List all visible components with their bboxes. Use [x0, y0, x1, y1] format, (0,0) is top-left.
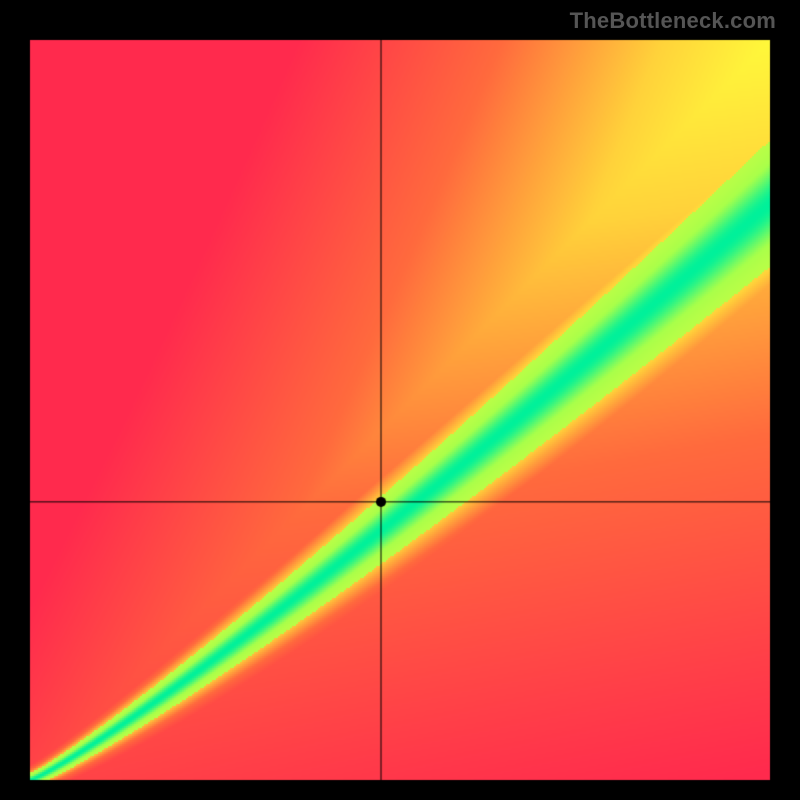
chart-container: TheBottleneck.com — [0, 0, 800, 800]
watermark-text: TheBottleneck.com — [570, 8, 776, 34]
bottleneck-heatmap — [0, 0, 800, 800]
